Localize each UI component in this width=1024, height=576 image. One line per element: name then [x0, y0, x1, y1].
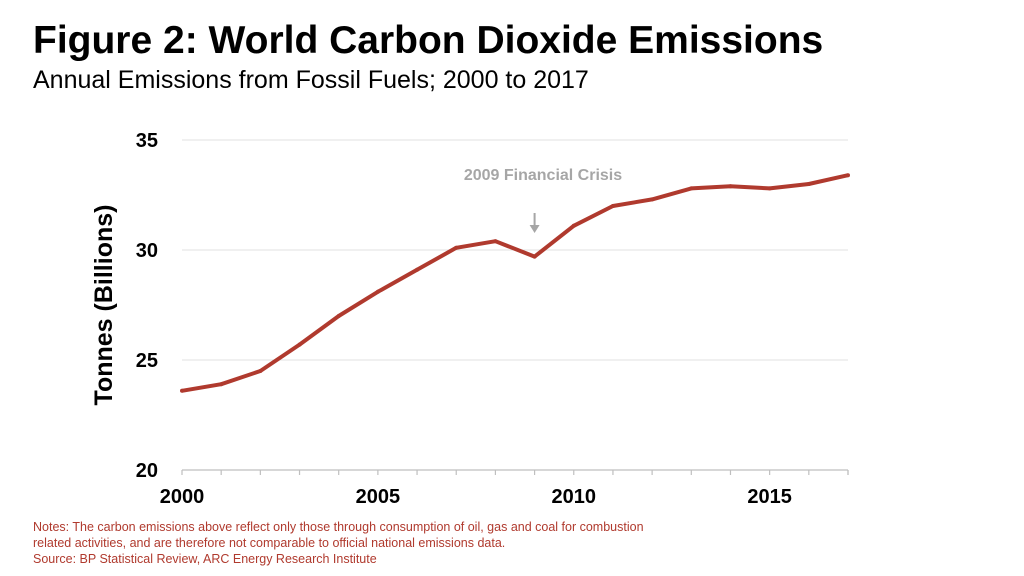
data-point-2002 [258, 369, 263, 373]
series-layer [180, 173, 850, 393]
data-point-2004 [336, 314, 341, 318]
data-point-2012 [650, 197, 655, 202]
axes [181, 469, 849, 475]
data-point-2008 [493, 239, 498, 244]
y-tick-label-20: 20 [136, 460, 158, 482]
chart-title: Figure 2: World Carbon Dioxide Emissions [33, 19, 824, 62]
data-point-2016 [806, 182, 811, 186]
data-point-2000 [180, 388, 184, 393]
annotation-arrow-head [529, 225, 540, 233]
data-point-2001 [219, 382, 224, 387]
chart-notes: Notes: The carbon emissions above reflec… [33, 519, 644, 567]
y-tick-label-35: 35 [136, 130, 158, 152]
source-line: Source: BP Statistical Review, ARC Energ… [33, 552, 377, 566]
x-tick-label-2000: 2000 [160, 486, 205, 508]
y-tick-label-30: 30 [136, 240, 158, 262]
data-point-2015 [767, 186, 772, 191]
data-point-2017 [846, 173, 850, 178]
annotations: 2009 Financial Crisis [464, 167, 622, 233]
annotation-label: 2009 Financial Crisis [464, 167, 622, 184]
x-tick-label-2015: 2015 [747, 486, 792, 508]
series-line-0 [181, 173, 849, 393]
data-point-2007 [454, 245, 459, 250]
data-point-2009 [532, 254, 537, 259]
data-point-2010 [571, 223, 576, 228]
x-tick-label-2010: 2010 [552, 486, 597, 508]
notes-line-2: related activities, and are therefore no… [33, 536, 506, 550]
tick-labels: 20 25 30 35 2000 2005 2010 2015 [136, 130, 792, 508]
chart-subtitle: Annual Emissions from Fossil Fuels; 2000… [33, 66, 589, 94]
y-tick-label-25: 25 [136, 350, 158, 372]
x-tick-label-2005: 2005 [356, 486, 401, 508]
data-point-2013 [689, 186, 694, 191]
data-point-2011 [610, 204, 615, 208]
data-point-2003 [297, 342, 302, 347]
data-point-2006 [415, 267, 420, 272]
notes-line-1: Notes: The carbon emissions above reflec… [33, 520, 644, 534]
data-point-2005 [375, 289, 380, 294]
data-point-2014 [728, 184, 733, 189]
y-axis-label: Tonnes (Billions) [90, 205, 118, 406]
